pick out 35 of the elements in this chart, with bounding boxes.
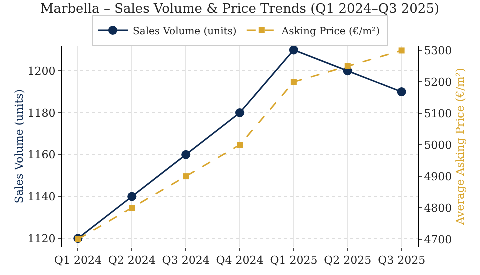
legend-label: Sales Volume (units) [133, 26, 237, 38]
x-tick-label: Q3 2024 [162, 254, 210, 268]
point [397, 88, 406, 97]
point [237, 142, 243, 148]
y-tick-label: 1160 [28, 148, 56, 162]
x-tick-label: Q2 2025 [324, 254, 372, 268]
x-tick-label: Q2 2024 [108, 254, 156, 268]
legend-label: Asking Price (€/m²) [280, 26, 380, 38]
point [183, 174, 190, 180]
y-tick-label: 1140 [28, 190, 56, 204]
y2-tick-label: 5200 [424, 76, 452, 90]
point [129, 205, 136, 211]
chart-title: Marbella – Sales Volume & Price Trends (Q1 2024–Q3 2025) [40, 2, 440, 18]
point [398, 48, 405, 54]
point [344, 63, 351, 70]
x-tick-label: Q3 2025 [378, 254, 426, 268]
x-tick-label: Q1 2025 [270, 254, 318, 268]
y2-axis-title: Average Asking Price (€/m²) [454, 68, 468, 226]
point [289, 46, 298, 55]
point [290, 79, 297, 86]
y2-tick-label: 5000 [424, 138, 452, 152]
x-tick-label: Q4 2024 [216, 254, 264, 268]
y2-tick-label: 5300 [424, 44, 452, 58]
y-axis-title: Sales Volume (units) [12, 89, 26, 204]
y2-tick-label: 4800 [424, 202, 452, 215]
point [182, 150, 191, 160]
y2-tick-label: 4900 [424, 170, 452, 184]
y-tick-label: 1180 [28, 106, 56, 120]
y2-tick-label: 5100 [424, 107, 452, 120]
y-tick-label: 1200 [28, 64, 56, 78]
point [236, 108, 244, 118]
x-tick-label: Q1 2024 [54, 254, 102, 268]
point [128, 192, 137, 202]
y2-tick-label: 4700 [424, 233, 452, 246]
y-tick-label: 1120 [28, 232, 56, 246]
